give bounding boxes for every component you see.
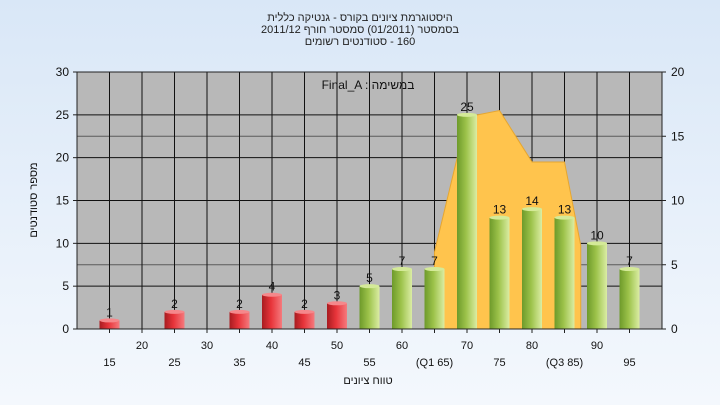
y-tick-label: 0 [62, 322, 69, 336]
histogram-bar-top [457, 112, 477, 117]
histogram-bar [587, 243, 607, 329]
x-axis-title: טווח ציונים [343, 375, 392, 387]
histogram-bar-top [327, 301, 347, 306]
histogram-bar [522, 209, 542, 329]
histogram-bar-top [489, 215, 510, 220]
y2-tick-label: 10 [671, 194, 685, 208]
histogram-bar [392, 269, 412, 329]
histogram-bar-top [229, 309, 250, 314]
histogram-bar [489, 217, 510, 329]
histogram-bar-top [262, 292, 282, 297]
y-tick-label: 30 [56, 65, 70, 79]
x-tick-label: (Q3 85) [546, 357, 583, 369]
y-tick-label: 25 [56, 108, 70, 122]
bar-data-label: 2 [301, 297, 308, 311]
bar-data-label: 5 [366, 271, 373, 285]
chart-title-line-2: בסמסטר (01/2011) סמסטר חורף 2011/12 [260, 24, 460, 36]
histogram-bar [262, 294, 282, 329]
x-tick-label: 55 [363, 357, 375, 369]
bar-data-label: 13 [558, 203, 572, 217]
y2-tick-label: 15 [671, 129, 685, 143]
histogram-bar [359, 286, 380, 329]
task-annotation: Final_A : במשימה [322, 78, 415, 92]
histogram-bar [327, 303, 347, 329]
histogram-bar-top [554, 215, 575, 220]
y-tick-label: 15 [56, 194, 70, 208]
x-tick-label: 45 [298, 357, 310, 369]
bar-data-label: 7 [626, 254, 633, 268]
histogram-bar-top [619, 267, 640, 272]
bar-data-label: 13 [493, 203, 507, 217]
histogram-bar [294, 311, 315, 329]
x-tick-label: 40 [266, 340, 278, 352]
histogram-bar-top [424, 267, 445, 272]
bar-data-label: 2 [236, 297, 243, 311]
y-tick-label: 20 [56, 151, 70, 165]
y-tick-label: 10 [56, 236, 70, 250]
histogram-bar [229, 311, 250, 329]
histogram-bar-top [164, 309, 185, 314]
bar-data-label: 25 [460, 100, 474, 114]
histogram-bar-top [522, 207, 542, 212]
x-tick-label: 70 [461, 340, 473, 352]
x-tick-label: 90 [591, 340, 603, 352]
histogram-bar [619, 269, 640, 329]
x-tick-label: 95 [623, 357, 635, 369]
chart-title-line-3: 160 - סטודנטים רשומים [304, 36, 416, 48]
x-tick-label: 20 [136, 340, 148, 352]
x-tick-label: 80 [526, 340, 538, 352]
y-tick-label: 5 [62, 279, 69, 293]
histogram-bar-top [587, 241, 607, 246]
histogram-bar [99, 320, 120, 329]
y2-tick-label: 5 [671, 258, 678, 272]
histogram-bar [554, 217, 575, 329]
y-axis-title: מספר סטודנטים [28, 162, 40, 237]
x-tick-label: 60 [396, 340, 408, 352]
bar-data-label: 7 [399, 254, 406, 268]
histogram-bar [164, 311, 185, 329]
histogram-bar-top [392, 267, 412, 272]
bar-data-label: 14 [525, 194, 539, 208]
bar-data-label: 10 [590, 228, 604, 242]
histogram-bar [424, 269, 445, 329]
x-tick-label: 75 [493, 357, 505, 369]
histogram-bar [457, 114, 477, 329]
x-tick-label: 25 [168, 357, 180, 369]
bar-data-label: 7 [431, 254, 438, 268]
bar-data-label: 1 [106, 305, 113, 319]
histogram-bar-top [99, 318, 120, 323]
x-tick-label: 30 [201, 340, 213, 352]
histogram-bar-top [359, 284, 380, 289]
chart-title-line-1: היסטוגרמת ציונים בקורס - גנטיקה כללית [267, 12, 453, 24]
x-tick-label: 50 [331, 340, 343, 352]
y2-tick-label: 20 [671, 65, 685, 79]
x-tick-label: (Q1 65) [416, 357, 453, 369]
x-tick-label: 35 [233, 357, 245, 369]
bar-data-label: 2 [171, 297, 178, 311]
histogram-bar-top [294, 309, 315, 314]
x-tick-label: 15 [103, 357, 115, 369]
y2-tick-label: 0 [671, 322, 678, 336]
bar-data-label: 3 [334, 288, 341, 302]
bar-data-label: 4 [269, 280, 276, 294]
